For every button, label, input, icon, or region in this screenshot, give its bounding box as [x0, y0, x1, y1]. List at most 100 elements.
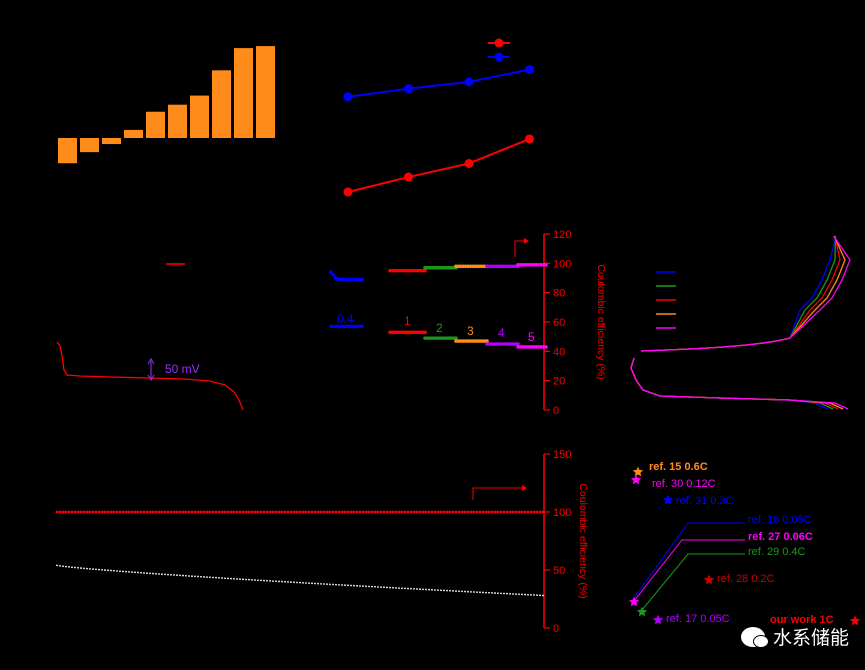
star-ref-15 [632, 466, 644, 477]
capacity-point [434, 589, 436, 591]
ce-point [91, 510, 95, 514]
capacity-point [437, 589, 439, 592]
ce-point [130, 510, 134, 514]
ce-point [166, 510, 170, 514]
capacity-point [221, 577, 223, 579]
ce-point [82, 510, 86, 514]
star-ref-30 [630, 474, 642, 485]
series-line-0 [347, 68, 530, 98]
capacity-point [368, 585, 370, 588]
star-ref-29 [636, 606, 648, 617]
ce-point [253, 510, 257, 514]
capacity-point [494, 592, 496, 594]
ce-point [340, 510, 344, 514]
y-tick-label-1: 50 [553, 565, 565, 577]
ce-point [85, 510, 89, 514]
capacity-point [389, 586, 391, 589]
capacity-point [272, 580, 274, 582]
ce-point [103, 510, 107, 514]
capacity-point [167, 573, 169, 576]
capacity-point [425, 588, 427, 591]
ce-point [334, 510, 338, 514]
star-ref-17 [652, 614, 664, 625]
capacity-point [440, 589, 442, 592]
ce-point [373, 510, 377, 514]
capacity-point [248, 578, 250, 581]
capacity-point [125, 570, 127, 573]
capacity-point [314, 582, 316, 585]
ce-point [58, 510, 62, 514]
star-ref-27 [628, 596, 640, 607]
ce-point [535, 510, 539, 514]
ce-point [217, 510, 221, 514]
capacity-point [179, 574, 181, 577]
capacity-point [146, 572, 148, 575]
capacity-point [134, 571, 136, 574]
ce-point [403, 510, 407, 514]
ce-point [361, 510, 365, 514]
bar-3 [124, 129, 143, 138]
capacity-point [158, 573, 160, 575]
ce-point [235, 510, 239, 514]
ref-label-0: ref. 15 0.6C [649, 461, 708, 473]
connector-ref-27 [633, 539, 745, 602]
ce-point [376, 510, 380, 514]
ce-point [388, 510, 392, 514]
ce-point [532, 510, 536, 514]
capacity-point [170, 573, 172, 576]
ce-point [313, 510, 317, 514]
capacity-point [407, 587, 409, 590]
ce-point [226, 510, 230, 514]
capacity-point [101, 568, 103, 571]
ce-point [397, 510, 401, 514]
capacity-point [356, 584, 358, 587]
capacity-point [296, 581, 298, 584]
capacity-point [62, 565, 64, 568]
ce-point [541, 510, 545, 514]
capacity-point [278, 580, 280, 583]
ce-point [367, 510, 371, 514]
capacity-point [68, 566, 70, 568]
ce-point [109, 510, 113, 514]
ce-point [163, 510, 167, 514]
ce-point [178, 510, 182, 514]
capacity-point [524, 593, 526, 596]
ce-point [79, 510, 83, 514]
charge-curve-4 [640, 235, 851, 352]
ce-point [307, 510, 311, 514]
ce-point [232, 510, 236, 514]
capacity-point [443, 589, 445, 592]
ce-point [244, 510, 248, 514]
ref-label-8: our work 1C [770, 614, 834, 626]
capacity-point [119, 570, 121, 573]
capacity-point [161, 573, 163, 576]
capacity-point [377, 586, 379, 588]
ce-point [283, 510, 287, 514]
ce-point [442, 510, 446, 514]
ce-point [343, 510, 347, 514]
capacity-point [482, 591, 484, 594]
capacity-point [491, 592, 493, 594]
ce-point [316, 510, 320, 514]
capacity-point [215, 576, 217, 579]
ce-point [199, 510, 203, 514]
capacity-point [95, 568, 97, 571]
capacity-point-2-13 [454, 336, 458, 340]
ce-point [451, 510, 455, 514]
capacity-point [89, 567, 91, 570]
axis-pointer [472, 487, 524, 500]
capacity-point [386, 586, 388, 589]
ce-point [61, 510, 65, 514]
ce-point [409, 510, 413, 514]
ce-point [127, 510, 131, 514]
capacity-point [392, 586, 394, 589]
capacity-point [149, 572, 151, 575]
capacity-point [335, 583, 337, 586]
capacity-point [404, 587, 406, 590]
ce-point [121, 510, 125, 514]
ce-point [70, 510, 74, 514]
ce-point [364, 510, 368, 514]
y-tick-label-3: 150 [553, 449, 571, 461]
ce-point [277, 510, 281, 514]
capacity-point [506, 592, 508, 595]
